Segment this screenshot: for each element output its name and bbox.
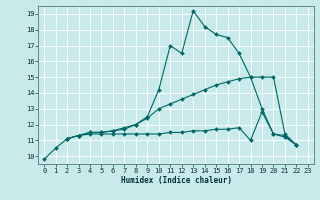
X-axis label: Humidex (Indice chaleur): Humidex (Indice chaleur) [121,176,231,185]
